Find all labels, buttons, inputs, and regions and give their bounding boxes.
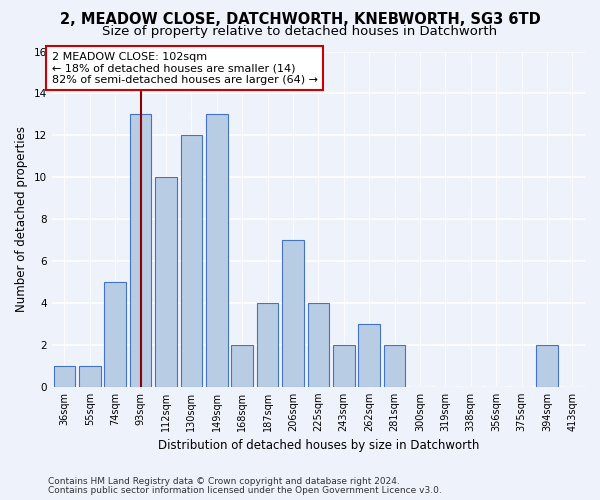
Bar	[384, 345, 406, 387]
Bar	[53, 366, 75, 387]
Text: Contains HM Land Registry data © Crown copyright and database right 2024.: Contains HM Land Registry data © Crown c…	[48, 477, 400, 486]
Bar	[79, 366, 101, 387]
Text: 2, MEADOW CLOSE, DATCHWORTH, KNEBWORTH, SG3 6TD: 2, MEADOW CLOSE, DATCHWORTH, KNEBWORTH, …	[59, 12, 541, 28]
Bar	[104, 282, 126, 387]
Bar	[232, 345, 253, 387]
Y-axis label: Number of detached properties: Number of detached properties	[15, 126, 28, 312]
Bar	[181, 136, 202, 387]
Bar	[130, 114, 151, 387]
Bar	[536, 345, 557, 387]
Text: 2 MEADOW CLOSE: 102sqm
← 18% of detached houses are smaller (14)
82% of semi-det: 2 MEADOW CLOSE: 102sqm ← 18% of detached…	[52, 52, 317, 84]
Bar	[257, 303, 278, 387]
X-axis label: Distribution of detached houses by size in Datchworth: Distribution of detached houses by size …	[158, 440, 479, 452]
Bar	[282, 240, 304, 387]
Text: Contains public sector information licensed under the Open Government Licence v3: Contains public sector information licen…	[48, 486, 442, 495]
Bar	[206, 114, 227, 387]
Text: Size of property relative to detached houses in Datchworth: Size of property relative to detached ho…	[103, 25, 497, 38]
Bar	[333, 345, 355, 387]
Bar	[155, 177, 177, 387]
Bar	[358, 324, 380, 387]
Bar	[308, 303, 329, 387]
